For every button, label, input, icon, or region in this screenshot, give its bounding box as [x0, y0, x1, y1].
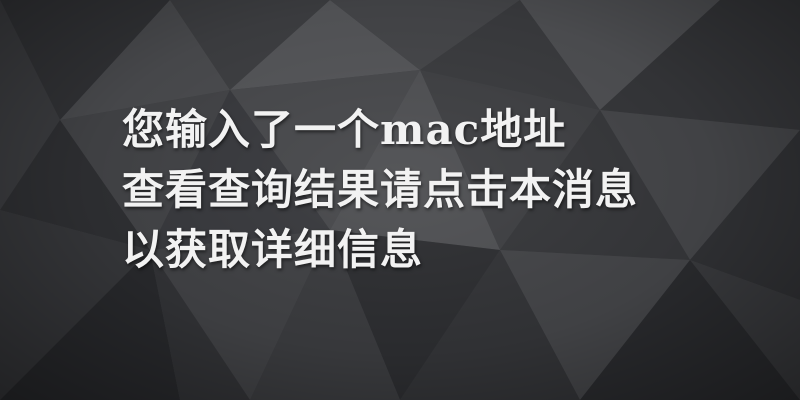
message-line-1: 您输入了一个mac地址	[122, 105, 567, 154]
message-text-block: 您输入了一个mac地址 查看查询结果请点击本消息 以获取详细信息	[122, 100, 762, 280]
message-line-2: 查看查询结果请点击本消息	[122, 165, 639, 214]
message-line-3: 以获取详细信息	[122, 225, 424, 274]
